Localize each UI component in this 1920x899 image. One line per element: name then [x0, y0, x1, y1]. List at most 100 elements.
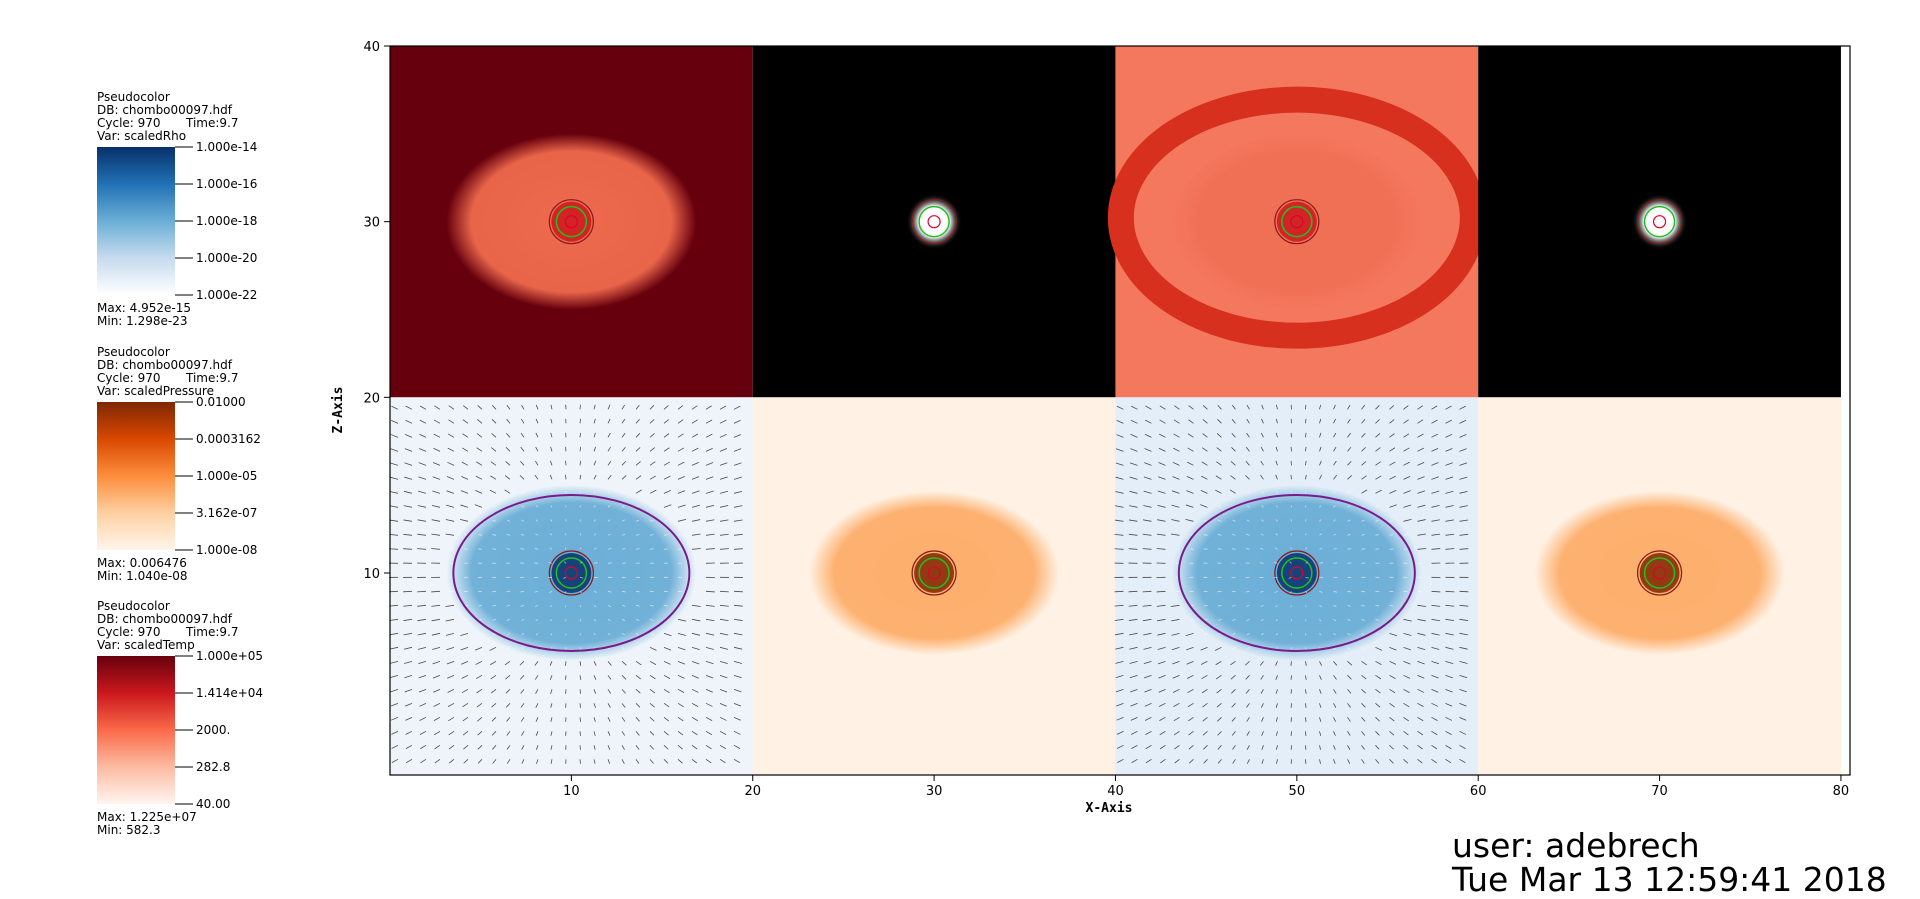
x-tick-label: 20 [744, 784, 761, 799]
y-tick-label: 30 [363, 216, 380, 231]
legend-tick-label: 1.000e-05 [196, 469, 257, 483]
x-tick-label: 70 [1651, 784, 1668, 799]
velocity-vector [478, 549, 482, 550]
x-axis-title: X-Axis [1086, 801, 1133, 816]
legend-ticks: 0.01000 0.0003162 1.000e-05 3.162e-07 1.… [175, 395, 261, 557]
velocity-vector [1232, 591, 1236, 592]
legend-tick-label: 1.000e-14 [196, 140, 257, 154]
legend-db-label: DB: chombo00097.hdf [97, 358, 233, 372]
velocity-vector [1459, 591, 1468, 592]
velocity-vector [1260, 563, 1264, 564]
velocity-vector [1291, 475, 1292, 479]
x-tick-label: 80 [1833, 784, 1850, 799]
core [1277, 202, 1317, 242]
panel-scaledTemp [1115, 46, 1478, 397]
velocity-vector [417, 591, 426, 592]
core [1277, 553, 1317, 593]
legend-plot-label: Pseudocolor [97, 90, 170, 104]
velocity-vector [1305, 419, 1306, 423]
legend-tick-label: 1.000e-16 [196, 177, 257, 191]
legend-colorbar [97, 402, 175, 550]
legend-time-label: Time:9.7 [185, 625, 239, 639]
legend-tick-label: 1.000e-08 [196, 543, 257, 557]
legend-scaledTemp: Pseudocolor DB: chombo00097.hdf Cycle: 9… [97, 599, 263, 837]
y-tick-label: 20 [363, 391, 380, 406]
panel-scaledTemp [390, 46, 753, 397]
plot-panels [389, 46, 1841, 775]
legend-tick-label: 282.8 [196, 760, 230, 774]
core [1640, 553, 1680, 593]
hot-core [1632, 194, 1688, 250]
panel-scaledPressure [753, 397, 1116, 775]
velocity-vector [1291, 661, 1292, 665]
legend-min-label: Min: 582.3 [97, 823, 161, 837]
velocity-vector [506, 591, 510, 592]
legend-cycle-label: Cycle: 970 [97, 371, 161, 385]
velocity-vector [1361, 591, 1365, 592]
panel-scaledPressure [1478, 397, 1841, 775]
legend-colorbar [97, 656, 175, 804]
legend-tick-label: 1.000e-18 [196, 214, 257, 228]
x-tick-label: 50 [1289, 784, 1306, 799]
legend-scaledPressure: Pseudocolor DB: chombo00097.hdf Cycle: 9… [97, 345, 261, 583]
panel-scaledPressure-like [1478, 46, 1841, 397]
legend-time-label: Time:9.7 [185, 371, 239, 385]
legend-tick-label: 1.000e+05 [196, 649, 263, 663]
velocity-vector [1291, 533, 1292, 535]
x-tick-label: 10 [563, 784, 580, 799]
velocity-vector [580, 419, 581, 423]
hot-core [906, 194, 962, 250]
velocity-vector [565, 533, 566, 535]
legend-var-label: Var: scaledRho [97, 129, 186, 143]
legend-time-label: Time:9.7 [185, 116, 239, 130]
y-tick-label: 10 [363, 567, 380, 582]
velocity-vector [720, 591, 729, 592]
velocity-vector [534, 563, 538, 564]
velocity-vector [565, 661, 566, 665]
legend-min-label: Min: 1.298e-23 [97, 314, 188, 328]
legend-ticks: 1.000e-14 1.000e-16 1.000e-18 1.000e-20 … [175, 140, 257, 302]
velocity-vector [1305, 505, 1306, 507]
core [551, 553, 591, 593]
legend-min-label: Min: 1.040e-08 [97, 569, 188, 583]
legend-scaledRho: Pseudocolor DB: chombo00097.hdf Cycle: 9… [97, 90, 257, 328]
legend-max-label: Max: 4.952e-15 [97, 301, 191, 315]
x-tick-label: 30 [926, 784, 943, 799]
legend-tick-label: 0.01000 [196, 395, 246, 409]
legend-db-label: DB: chombo00097.hdf [97, 612, 233, 626]
velocity-vector [1305, 433, 1306, 437]
legend-tick-label: 2000. [196, 723, 230, 737]
y-tick-label: 40 [363, 40, 380, 55]
legend-cycle-label: Cycle: 970 [97, 625, 161, 639]
x-tick-label: 40 [1107, 784, 1124, 799]
legend-tick-label: 0.0003162 [196, 432, 261, 446]
legend-tick-label: 1.000e-20 [196, 251, 257, 265]
legend-tick-label: 40.00 [196, 797, 230, 811]
legend-plot-label: Pseudocolor [97, 345, 170, 359]
legend-db-label: DB: chombo00097.hdf [97, 103, 233, 117]
legend-plot-label: Pseudocolor [97, 599, 170, 613]
core [551, 202, 591, 242]
velocity-vector [580, 633, 581, 635]
legend-ticks: 1.000e+05 1.414e+04 2000. 282.8 40.00 [175, 649, 263, 811]
panel-scaledPressure-like [753, 46, 1116, 397]
velocity-vector [403, 591, 412, 592]
velocity-vector [1445, 591, 1454, 592]
x-tick-label: 60 [1470, 784, 1487, 799]
panel-scaledRho [1115, 397, 1479, 775]
legend-var-label: Var: scaledTemp [97, 638, 195, 652]
velocity-vector [580, 433, 581, 437]
velocity-vector [1143, 591, 1152, 592]
legend-tick-label: 1.414e+04 [196, 686, 263, 700]
timestamp-label: Tue Mar 13 12:59:41 2018 [1452, 860, 1887, 899]
velocity-vector [1375, 549, 1379, 550]
core [914, 553, 954, 593]
velocity-vector [650, 549, 654, 550]
velocity-vector [1204, 549, 1208, 550]
legend-max-label: Max: 0.006476 [97, 556, 187, 570]
legend-cycle-label: Cycle: 970 [97, 116, 161, 130]
velocity-vector [580, 717, 581, 721]
velocity-vector [580, 505, 581, 507]
velocity-vector [565, 475, 566, 479]
